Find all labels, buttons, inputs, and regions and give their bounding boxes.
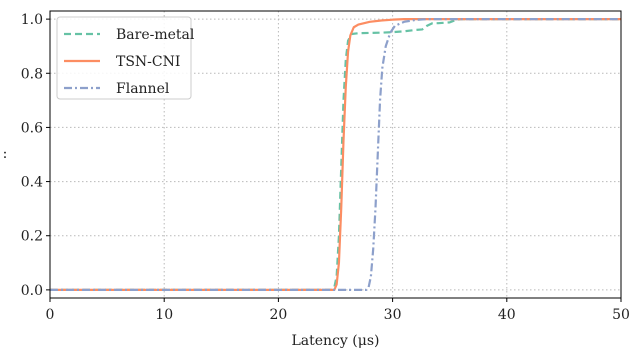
series-line-0 <box>50 18 621 291</box>
series-line-1 <box>50 18 621 291</box>
series-layer <box>50 18 621 291</box>
series-line-2 <box>50 18 621 291</box>
y-tick-label: 1.0 <box>21 12 43 28</box>
x-tick-label: 20 <box>269 307 287 323</box>
legend-label-1: TSN-CNI <box>116 54 180 70</box>
y-tick-label: 0.2 <box>21 229 43 245</box>
plot-frame <box>49 10 622 299</box>
y-tick-label: 0.8 <box>21 66 43 82</box>
legend-label-2: Flannel <box>116 81 170 97</box>
legend: Bare-metal TSN-CNI Flannel <box>56 16 195 100</box>
x-tick-label: 40 <box>498 307 516 323</box>
legend-items: Bare-metal TSN-CNI Flannel <box>64 27 195 97</box>
x-tick-label: 30 <box>384 307 402 323</box>
x-tick-label: 10 <box>155 307 173 323</box>
x-tick-label: 50 <box>612 307 630 323</box>
ticks-layer: 0 10 20 30 40 50 0.0 0.2 0.4 0.6 0.8 1.0 <box>21 12 630 323</box>
y-tick-label: 0.6 <box>21 120 43 136</box>
y-axis-label: : <box>3 146 8 162</box>
y-tick-label: 0.4 <box>21 175 43 191</box>
y-tick-label: 0.0 <box>21 283 43 299</box>
x-tick-label: 0 <box>46 307 55 323</box>
legend-label-0: Bare-metal <box>116 27 195 43</box>
x-axis-label: Latency (μs) <box>292 333 380 349</box>
legend-box <box>56 16 192 100</box>
